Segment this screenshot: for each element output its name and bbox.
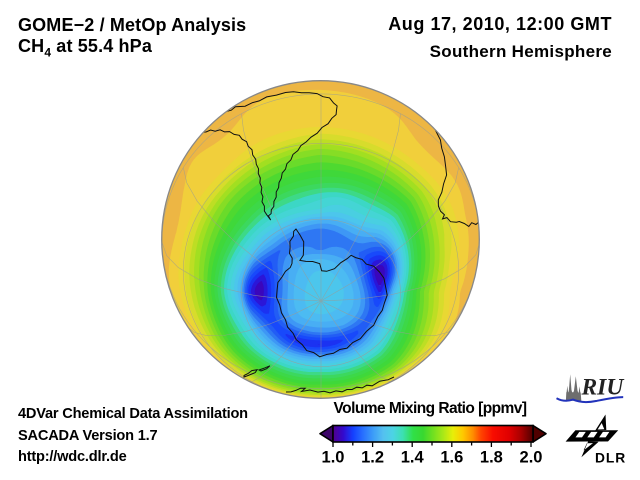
svg-text:1.8: 1.8: [480, 449, 503, 467]
svg-text:DLR: DLR: [595, 451, 626, 466]
svg-text:2.0: 2.0: [520, 449, 543, 467]
svg-text:1.2: 1.2: [361, 449, 384, 467]
svg-text:1.4: 1.4: [401, 449, 425, 467]
svg-text:1.6: 1.6: [440, 449, 463, 467]
svg-text:RIU: RIU: [581, 374, 625, 400]
svg-text:1.0: 1.0: [322, 449, 345, 467]
